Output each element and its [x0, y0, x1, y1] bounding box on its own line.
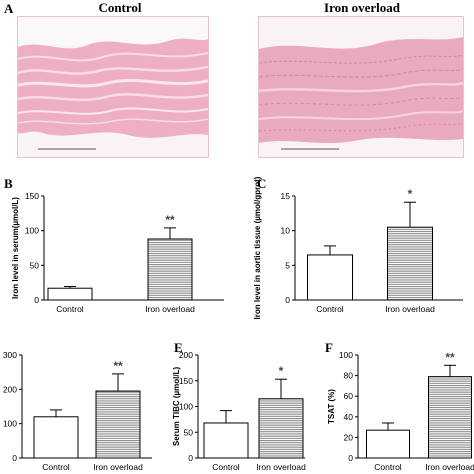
chart-f-bar-control: [366, 429, 410, 459]
chart-d-ytick-label: 300: [3, 350, 17, 360]
chart-b-ytick-label: 150: [25, 191, 39, 201]
panel-c-letter: C: [257, 176, 267, 191]
panel-b-letter: B: [4, 176, 13, 191]
chart-e-category-label: Iron overload: [256, 462, 306, 472]
chart-e-bar-iron-overload: [258, 398, 304, 459]
chart-b-category-label: Iron overload: [145, 304, 195, 314]
chart-f-ytick-label: 60: [344, 391, 354, 401]
chart-d-ytick-label: 100: [3, 419, 17, 429]
control-histology-image: [17, 16, 209, 158]
chart-f-category-label: Iron overload: [425, 462, 474, 472]
chart-e-ytick-label: 50: [184, 427, 194, 437]
chart-e-ytick-label: 150: [179, 376, 193, 386]
panel-a-letter: A: [4, 1, 14, 16]
chart-f-y-axis-title: TSAT (%): [327, 389, 336, 424]
iron-overload-image-title: Iron overload: [324, 0, 400, 15]
chart-c-bar-iron-overload: [387, 226, 433, 301]
chart-c-ytick-label: 0: [285, 295, 290, 305]
chart-b-ytick-label: 100: [25, 226, 39, 236]
chart-e-ytick-label: 100: [179, 402, 193, 412]
chart-e-y-axis-title: Serum TIBC (µmol/L): [172, 367, 181, 447]
chart-f-bar-iron-overload: [428, 376, 472, 459]
chart-f-significance-label: **: [445, 350, 455, 364]
chart-c-category-label: Iron overload: [385, 304, 435, 314]
chart-b-bar-control: [47, 287, 93, 301]
panel-e-letter: E: [174, 340, 183, 355]
chart-c-ytick-label: 5: [285, 260, 290, 270]
chart-d-bar-iron-overload: [95, 390, 141, 459]
chart-d-ytick-label: 200: [3, 384, 17, 394]
chart-c-ytick-label: 10: [281, 226, 291, 236]
chart-f-ytick-label: 40: [344, 412, 354, 422]
chart-b-ytick-label: 0: [34, 295, 39, 305]
chart-f-ytick-label: 100: [339, 350, 353, 360]
chart-e-category-label: Control: [212, 462, 240, 472]
chart-e-significance-label: *: [279, 364, 284, 378]
chart-b-ytick-label: 50: [30, 260, 40, 270]
chart-b-category-label: Control: [56, 304, 84, 314]
chart-c-ytick-label: 15: [281, 191, 291, 201]
chart-f-ytick-label: 0: [348, 453, 353, 463]
control-image-title: Control: [98, 0, 142, 15]
chart-e-ytick-label: 0: [188, 453, 193, 463]
iron-overload-histology-image: [258, 16, 464, 158]
chart-f-ytick-label: 20: [344, 432, 354, 442]
chart-c-category-label: Control: [316, 304, 344, 314]
chart-c-significance-label: *: [408, 187, 413, 201]
chart-f-ytick-label: 80: [344, 371, 354, 381]
chart-d-bar-control: [33, 416, 79, 459]
chart-b-bar-iron-overload: [147, 238, 193, 301]
chart-c-bar-control: [307, 254, 353, 301]
chart-d-category-label: Iron overload: [93, 462, 143, 472]
chart-c-y-axis-title: Iron level in aortic tissue (µmol/gprot): [253, 176, 262, 319]
chart-e-bar-control: [203, 422, 249, 459]
chart-d-significance-label: **: [113, 359, 123, 373]
chart-f-category-label: Control: [374, 462, 402, 472]
chart-b-significance-label: **: [165, 213, 175, 227]
chart-e-ytick-label: 200: [179, 350, 193, 360]
panel-f-letter: F: [325, 340, 333, 355]
chart-d-category-label: Control: [42, 462, 70, 472]
chart-b-y-axis-title: Iron level in serum(µmol/L): [11, 197, 20, 299]
chart-d-ytick-label: 0: [12, 453, 17, 463]
